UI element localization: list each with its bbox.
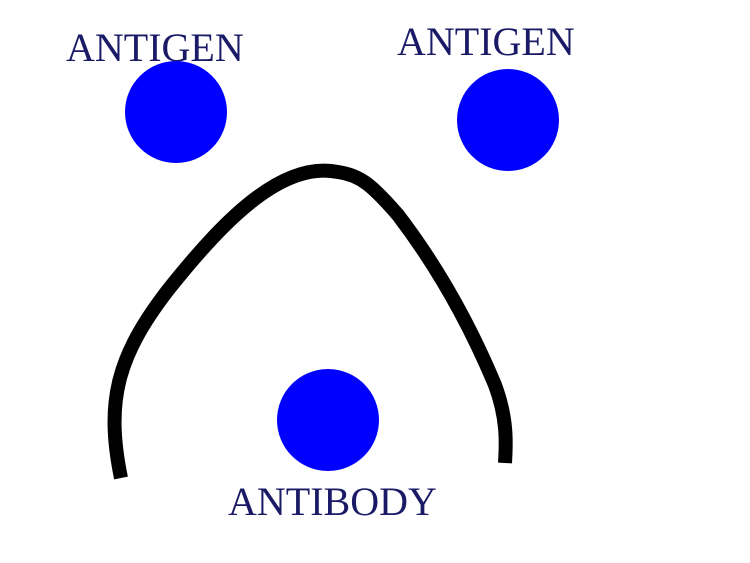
antigen-right-label: ANTIGEN: [397, 19, 575, 64]
antibody-arch-curve: [107, 163, 513, 480]
antigen-left-circle: [125, 61, 227, 163]
antigen-right-circle: [457, 69, 559, 171]
antibody-circle: [277, 369, 379, 471]
antibody-label: ANTIBODY: [228, 479, 437, 524]
antigen-left-label: ANTIGEN: [66, 25, 244, 70]
